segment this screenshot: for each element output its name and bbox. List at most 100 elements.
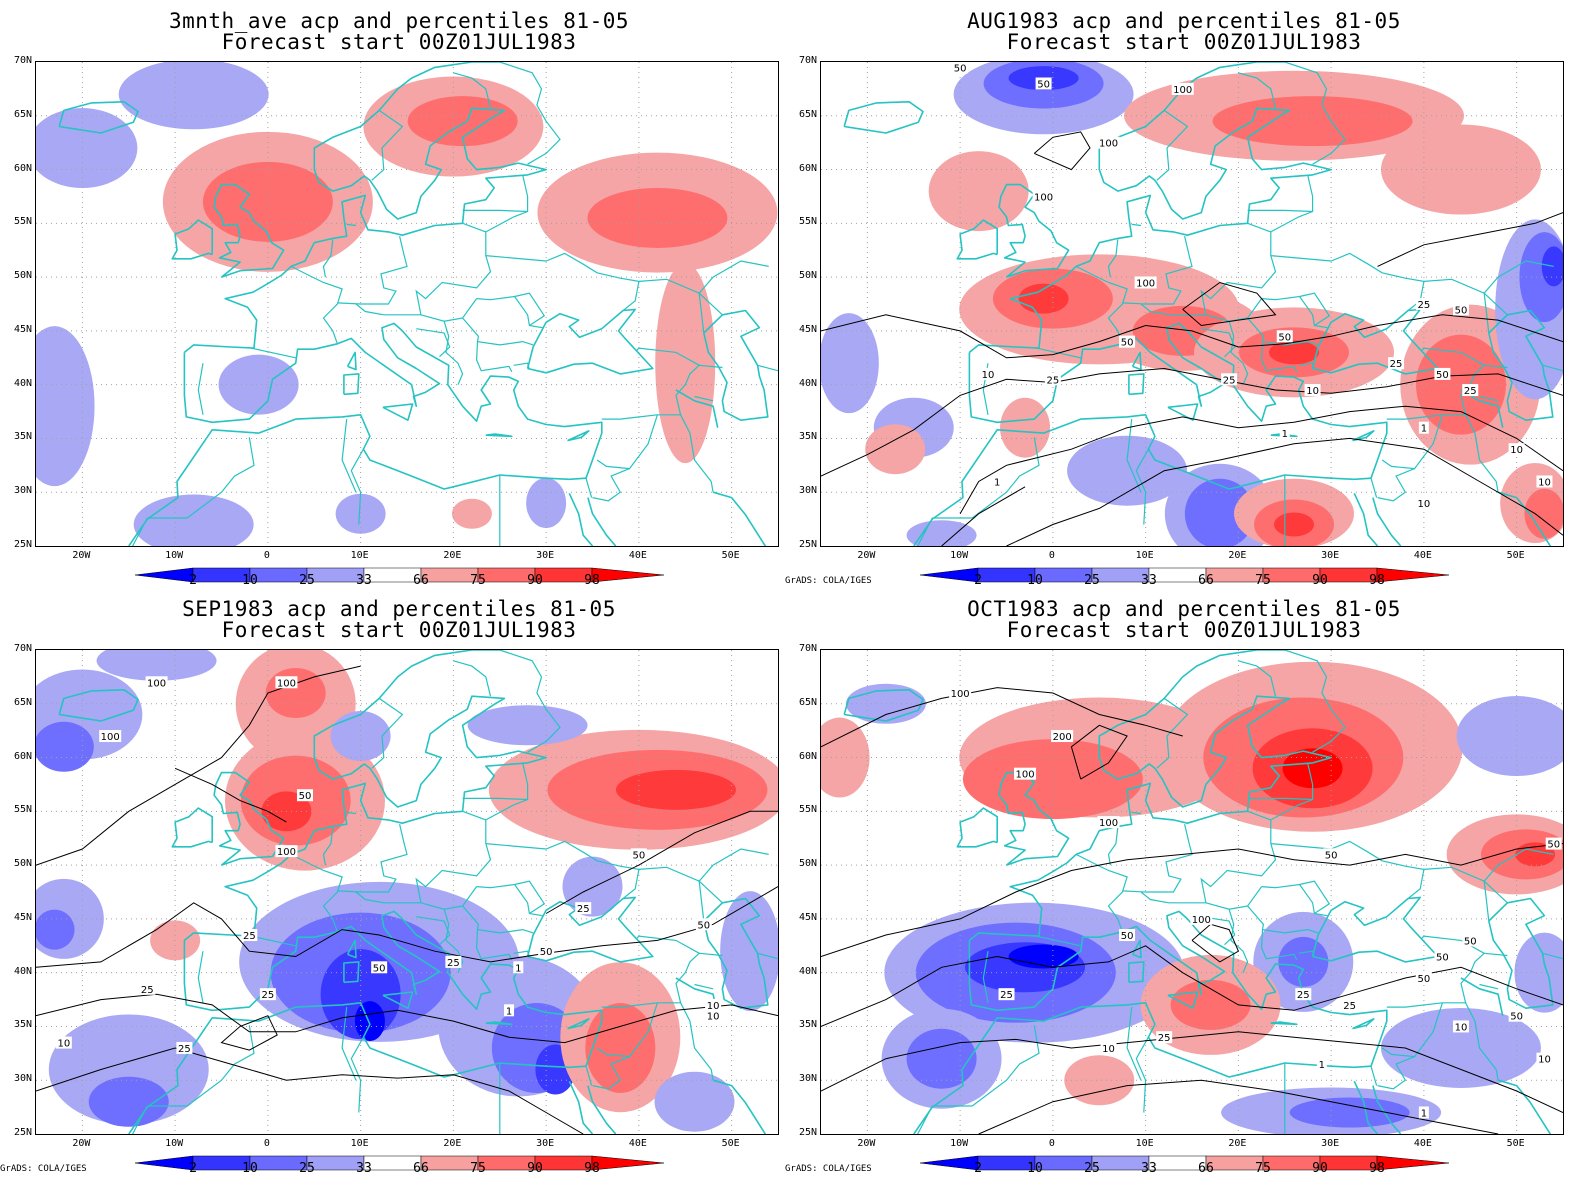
country-border	[1238, 72, 1277, 109]
contour-label-bg	[275, 845, 298, 858]
dry-anomaly-region	[118, 62, 269, 130]
country-border	[680, 1002, 714, 1081]
country-border	[1122, 824, 1193, 893]
coastline	[1167, 991, 1199, 1010]
contour-line	[174, 767, 287, 823]
country-border	[680, 414, 714, 493]
lat-label: 35N	[798, 431, 817, 443]
lon-label: 40E	[1413, 550, 1432, 561]
wet-anomaly-region	[265, 668, 326, 719]
lat-label: 25N	[798, 1127, 817, 1138]
lon-label: 50E	[721, 550, 740, 561]
contour-line	[1033, 131, 1091, 171]
country-border	[1135, 1036, 1149, 1113]
contour-label: 100	[277, 847, 296, 858]
country-border	[1107, 827, 1119, 866]
contour-line	[1070, 724, 1128, 780]
coastline	[1488, 309, 1554, 422]
coastline	[183, 322, 603, 479]
coastline	[587, 497, 617, 546]
lat-label: 70N	[798, 643, 817, 654]
country-border	[1126, 419, 1142, 493]
contour-label: 25	[1343, 1001, 1356, 1012]
contour-label: 100	[1034, 192, 1053, 203]
coastline	[382, 991, 414, 1010]
contour-label-bg	[55, 1036, 72, 1049]
colorbar-tick-label: 90	[527, 573, 543, 588]
coastline	[568, 492, 594, 546]
coastline	[956, 807, 998, 848]
colorbar	[135, 567, 665, 583]
lat-label: 50N	[13, 270, 32, 282]
country-border	[1479, 395, 1499, 402]
country-border	[355, 810, 492, 904]
contour-label: 25	[141, 985, 154, 996]
country-border	[1423, 848, 1554, 882]
coastline	[703, 309, 769, 422]
contour-label-bg	[695, 918, 712, 931]
coastline	[343, 961, 360, 984]
contour-line	[36, 665, 361, 866]
colorbar-tick-label: 10	[1027, 1161, 1043, 1176]
country-border	[514, 292, 546, 327]
contour-line	[821, 1031, 1563, 1113]
map-plot	[35, 61, 779, 547]
lon-label: 0	[263, 550, 270, 561]
country-border	[1381, 1002, 1443, 1058]
map-panel-p1: 3mnth_ave acp and percentiles 81-05 Forec…	[0, 0, 798, 598]
contour-label: 50	[540, 947, 553, 958]
country-border	[1247, 905, 1319, 934]
coastline	[1128, 961, 1145, 984]
country-border	[197, 951, 204, 1003]
colorbar-tick-label: 2	[974, 573, 982, 588]
dry-anomaly-region	[845, 683, 926, 724]
lat-label: 60N	[13, 750, 32, 762]
country-border	[1201, 916, 1236, 946]
contour-label: 1	[1319, 1060, 1325, 1071]
contour-label-bg	[1134, 276, 1157, 289]
country-border	[638, 848, 769, 882]
lon-label: 10E	[1135, 1138, 1154, 1149]
contour-label-bg	[1462, 934, 1479, 947]
country-border	[1075, 853, 1128, 933]
dry-anomaly-region	[48, 1014, 209, 1125]
grads-credit: GrADS: COLA/IGES	[0, 1164, 87, 1174]
percentile-shading	[821, 62, 1563, 546]
contour-label-bg	[575, 902, 592, 915]
lat-label: 65N	[798, 696, 817, 708]
contour-label: 100	[1016, 770, 1035, 781]
lat-label: 65N	[13, 108, 32, 120]
contour-label: 100	[1099, 818, 1118, 829]
coastline	[843, 688, 924, 722]
contour-label: 50	[1547, 840, 1560, 851]
country-border	[916, 1105, 933, 1134]
lon-label: 50E	[1506, 1138, 1525, 1149]
dry-anomaly-region	[906, 1028, 977, 1089]
lon-label: 10E	[350, 1138, 369, 1149]
contour-line	[821, 367, 1563, 477]
country-border	[601, 347, 701, 420]
contour-line	[959, 405, 1563, 514]
contour-label: 1	[1421, 424, 1427, 435]
coastline	[587, 1085, 617, 1134]
coastlines	[843, 62, 1563, 546]
contour-label-bg	[371, 961, 388, 974]
contour-label-bg	[1341, 998, 1358, 1011]
country-border	[1298, 950, 1315, 958]
coastline	[956, 219, 998, 260]
coastlines	[58, 62, 778, 546]
wet-anomaly-region	[1212, 96, 1413, 147]
contour-label: 10	[1538, 1055, 1551, 1066]
contour-label: 50	[1121, 338, 1134, 349]
lon-label: 0	[1048, 550, 1055, 561]
country-border	[513, 950, 530, 958]
lon-label: 10E	[1135, 550, 1154, 561]
country-border	[350, 448, 364, 525]
coastline	[1497, 491, 1552, 546]
contour-label: 50	[697, 920, 710, 931]
contour-label-bg	[1304, 384, 1321, 397]
coastline	[382, 403, 414, 422]
colorbar-tick-label: 98	[584, 1161, 600, 1176]
lat-label: 50N	[13, 858, 32, 870]
country-border	[341, 1007, 357, 1081]
